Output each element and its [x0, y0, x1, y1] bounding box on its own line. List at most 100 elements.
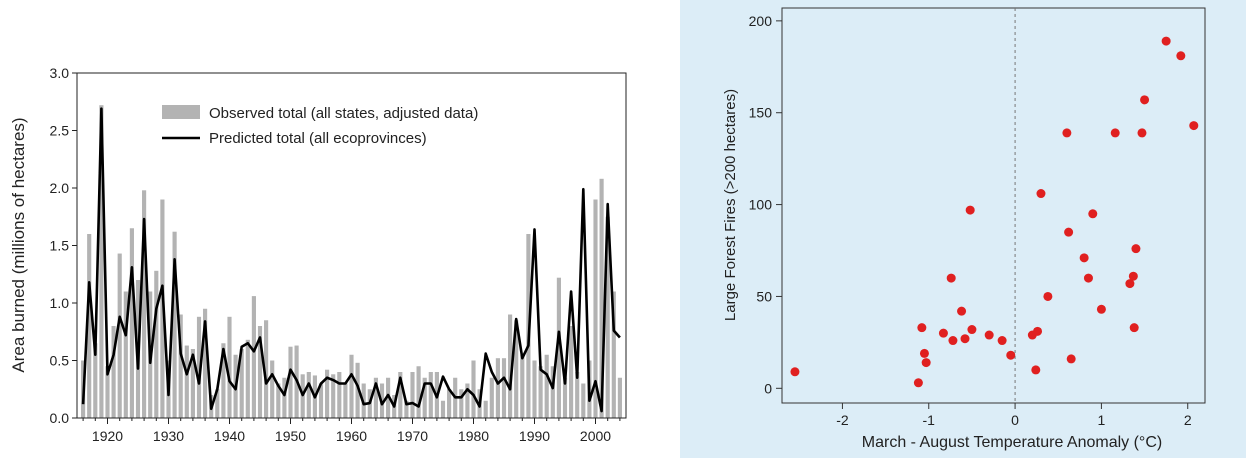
observed-bar — [428, 372, 433, 418]
forest-fires-scatter: 0 50 100 150 200 -2 -1 0 1 2 March - August Tempe… — [680, 0, 1246, 458]
scatter-point — [1140, 95, 1150, 105]
left-y-axis-label: Area burned (millions of hectares) — [9, 117, 28, 372]
scatter-point — [913, 378, 923, 388]
observed-bar — [465, 383, 470, 418]
observed-bar — [190, 349, 195, 418]
observed-bar — [489, 377, 494, 418]
scatter-point — [1110, 128, 1120, 138]
legend-predicted-label: Predicted total (all ecoprovinces) — [209, 130, 427, 147]
observed-bar — [611, 291, 616, 418]
scatter-point — [938, 328, 948, 338]
y-tick-label: 100 — [749, 197, 773, 213]
observed-bar — [99, 105, 104, 418]
observed-bar — [257, 326, 263, 418]
y-tick-label: 200 — [749, 13, 773, 29]
observed-bar — [386, 377, 391, 418]
scatter-point — [1128, 271, 1138, 281]
observed-bar — [459, 389, 464, 418]
right-axes: 0 50 100 150 200 -2 -1 0 1 2 — [749, 8, 1192, 428]
scatter-point — [1006, 350, 1016, 360]
x-tick-label: 1970 — [397, 428, 428, 444]
area-burned-chart: 0.0 0.5 1.0 1.5 2.0 2.5 3.0 1920 1930 1940 1950 196… — [9, 65, 627, 444]
x-tick-label: 1960 — [336, 428, 367, 444]
observed-bar — [538, 366, 543, 418]
x-tick-label: -2 — [836, 412, 849, 428]
observed-bar — [373, 377, 378, 418]
observed-bar — [245, 339, 250, 418]
scatter-point — [1088, 209, 1098, 219]
scatter-point — [948, 336, 958, 346]
observed-bar — [483, 400, 488, 418]
y-tick-label: 0.0 — [50, 410, 70, 426]
observed-bar — [532, 360, 537, 418]
observed-bar — [142, 190, 147, 418]
observed-bar — [93, 343, 98, 418]
observed-bar — [178, 314, 183, 418]
scatter-point — [1062, 128, 1072, 138]
scatter-point — [1131, 244, 1141, 254]
x-tick-label: 1 — [1098, 412, 1106, 428]
observed-bar — [306, 372, 311, 418]
observed-bar — [471, 360, 476, 418]
x-tick-label: 1980 — [458, 428, 489, 444]
scatter-point — [957, 306, 967, 316]
observed-bar — [617, 377, 622, 418]
scatter-point — [965, 205, 975, 215]
observed-bar — [276, 383, 281, 418]
observed-bar — [87, 234, 92, 418]
scatter-point — [960, 334, 970, 344]
right-panel-background — [680, 0, 1246, 458]
y-tick-label: 1.5 — [50, 238, 70, 254]
observed-bar — [282, 377, 287, 418]
observed-bar — [550, 366, 555, 418]
predicted-line-group — [81, 107, 621, 413]
left-legend: Observed total (all states, adjusted dat… — [162, 105, 478, 147]
scatter-point — [1096, 304, 1106, 314]
scatter-point — [1043, 291, 1053, 301]
observed-bar — [440, 400, 446, 418]
observed-bar — [270, 360, 275, 418]
observed-bar — [264, 320, 269, 418]
observed-bar — [605, 216, 610, 418]
y-tick-label: 2.5 — [50, 123, 70, 139]
observed-bar — [227, 316, 232, 418]
scatter-point — [1066, 354, 1076, 364]
observed-bar — [123, 291, 128, 418]
observed-bar — [349, 354, 354, 418]
scatter-point — [921, 358, 931, 368]
scatter-point — [984, 330, 994, 340]
y-tick-label: 150 — [749, 105, 773, 121]
scatter-point — [1176, 51, 1186, 61]
observed-bar — [562, 377, 568, 418]
observed-bar — [514, 320, 519, 418]
observed-bar — [599, 178, 604, 418]
scatter-point — [917, 323, 927, 333]
scatter-point — [1137, 128, 1147, 138]
scatter-point — [919, 348, 929, 358]
observed-bar — [593, 199, 598, 418]
scatter-point — [1064, 227, 1074, 237]
observed-bar — [172, 231, 177, 418]
y-tick-label: 1.0 — [50, 295, 70, 311]
x-tick-label: 0 — [1011, 412, 1019, 428]
scatter-point — [1036, 189, 1046, 199]
legend-observed-label: Observed total (all states, adjusted dat… — [209, 105, 478, 122]
y-tick-label: 50 — [756, 288, 772, 304]
observed-bar — [544, 354, 549, 418]
x-tick-label: 1990 — [519, 428, 550, 444]
observed-bar — [117, 253, 122, 418]
observed-bar — [422, 377, 427, 418]
observed-bar — [569, 326, 574, 418]
y-tick-label: 2.0 — [50, 180, 70, 196]
observed-bar — [325, 369, 330, 418]
observed-bar — [581, 383, 586, 418]
y-tick-label: 3.0 — [50, 65, 70, 81]
observed-bar — [495, 358, 500, 418]
scatter-point — [1129, 323, 1139, 333]
observed-bar — [154, 270, 159, 418]
x-tick-label: 2 — [1184, 412, 1192, 428]
observed-bar — [111, 326, 116, 418]
y-tick-label: 0.5 — [50, 353, 70, 369]
x-tick-label: 1930 — [153, 428, 184, 444]
x-tick-label: 2000 — [580, 428, 611, 444]
